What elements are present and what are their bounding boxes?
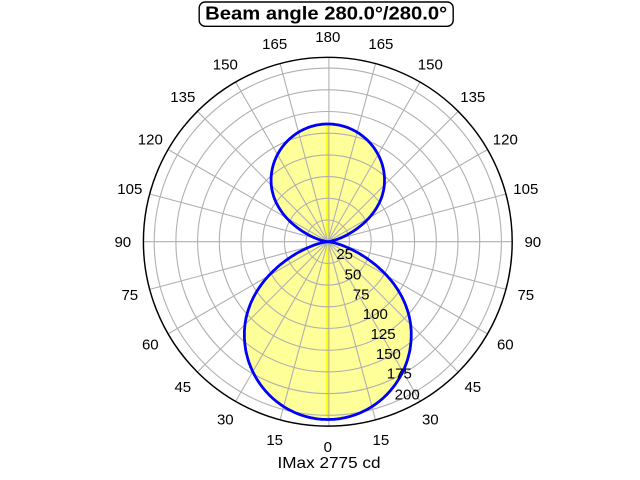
svg-text:165: 165	[262, 36, 287, 53]
svg-text:45: 45	[464, 379, 481, 396]
svg-text:15: 15	[266, 432, 283, 449]
svg-text:105: 105	[117, 181, 142, 198]
svg-text:150: 150	[418, 56, 443, 73]
svg-text:25: 25	[336, 246, 353, 263]
svg-text:45: 45	[174, 379, 191, 396]
svg-text:Beam angle 280.0°/280.0°: Beam angle 280.0°/280.0°	[205, 3, 447, 24]
svg-text:60: 60	[497, 336, 514, 353]
svg-text:200: 200	[395, 386, 420, 403]
svg-text:150: 150	[376, 346, 401, 363]
svg-text:100: 100	[363, 306, 388, 323]
svg-text:180: 180	[315, 29, 340, 46]
svg-text:75: 75	[353, 286, 370, 303]
svg-text:90: 90	[114, 234, 131, 251]
svg-text:50: 50	[345, 267, 362, 284]
svg-text:75: 75	[121, 287, 138, 304]
svg-text:105: 105	[513, 181, 538, 198]
svg-text:60: 60	[142, 336, 159, 353]
svg-text:30: 30	[217, 411, 234, 428]
svg-text:75: 75	[517, 287, 534, 304]
svg-text:135: 135	[460, 89, 485, 106]
svg-text:125: 125	[371, 326, 396, 343]
svg-text:120: 120	[493, 131, 518, 148]
svg-text:135: 135	[170, 89, 195, 106]
svg-text:0: 0	[324, 439, 332, 456]
svg-text:90: 90	[524, 234, 541, 251]
svg-text:120: 120	[138, 131, 163, 148]
svg-text:175: 175	[387, 366, 412, 383]
svg-text:165: 165	[368, 36, 393, 53]
svg-text:150: 150	[213, 56, 238, 73]
svg-text:IMax 2775 cd: IMax 2775 cd	[278, 455, 381, 472]
svg-text:15: 15	[373, 432, 390, 449]
svg-text:30: 30	[422, 411, 439, 428]
